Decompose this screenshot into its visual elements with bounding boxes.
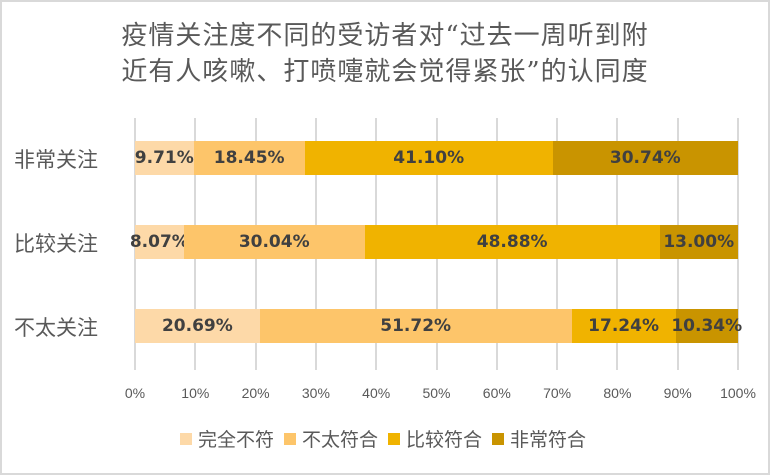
category-label: 比较关注: [14, 232, 98, 256]
chart-title-line-2: 近有人咳嗽、打喷嚏就会觉得紧张”的认同度: [121, 57, 649, 87]
bar-row: 9.71% 18.45% 41.10% 30.74%: [135, 141, 738, 175]
x-tick-label: 70%: [543, 385, 572, 401]
bar-segment: 41.10%: [304, 141, 553, 175]
x-tick-label: 0%: [124, 385, 146, 401]
x-tick-label: 30%: [301, 385, 330, 401]
legend-item: 非常符合: [492, 425, 586, 452]
bar-segment: 30.74%: [552, 141, 738, 175]
legend-swatch-icon: [283, 432, 296, 445]
bar-segment: 18.45%: [193, 141, 305, 175]
chart-title: 疫情关注度不同的受访者对“过去一周听到附 近有人咳嗽、打喷嚏就会觉得紧张”的认同…: [0, 18, 770, 90]
legend: 完全不符 不太符合 比较符合 非常符合: [0, 425, 770, 452]
gridline: [737, 118, 739, 370]
bar-segment: 51.72%: [259, 309, 572, 343]
category-label: 非常关注: [14, 148, 98, 172]
bar-segment: 17.24%: [571, 309, 676, 343]
chart-title-line-1: 疫情关注度不同的受访者对“过去一周听到附: [121, 21, 649, 51]
bar-row: 8.07% 30.04% 48.88% 13.00%: [130, 225, 738, 259]
bar-segment: 30.04%: [183, 225, 365, 259]
legend-swatch-icon: [388, 432, 400, 445]
bar-segment: 20.69%: [135, 309, 260, 343]
x-tick-label: 10%: [181, 385, 210, 401]
legend-item: 完全不符: [179, 425, 274, 452]
bar-segment: 48.88%: [364, 225, 660, 259]
x-tick-label: 90%: [663, 385, 692, 401]
bar-segment: 9.71%: [135, 141, 194, 175]
legend-swatch-icon: [492, 432, 505, 445]
bar-segment: 10.34%: [671, 309, 742, 343]
legend-swatch-icon: [179, 432, 192, 445]
x-tick-label: 60%: [482, 385, 511, 401]
legend-item: 不太符合: [283, 425, 378, 452]
plot-area: 9.71% 18.45% 41.10% 30.74% 8.07% 30.04% 48.88%…: [130, 118, 742, 370]
x-tick-label: 80%: [603, 385, 632, 401]
legend-label: 比较符合: [406, 429, 483, 451]
bar-row: 20.69% 51.72% 17.24% 10.34%: [135, 309, 742, 343]
legend-label: 完全不符: [197, 429, 274, 451]
bar-segment: 8.07%: [130, 225, 189, 259]
x-tick-label: 40%: [362, 385, 391, 401]
x-tick-label: 100%: [720, 385, 756, 401]
legend-label: 非常符合: [510, 429, 587, 451]
legend-item: 比较符合: [388, 425, 482, 452]
legend-label: 不太符合: [301, 429, 378, 451]
x-tick-label: 50%: [422, 385, 451, 401]
bar-segment: 13.00%: [659, 225, 738, 259]
x-tick-label: 20%: [241, 385, 270, 401]
category-label: 不太关注: [14, 316, 98, 340]
